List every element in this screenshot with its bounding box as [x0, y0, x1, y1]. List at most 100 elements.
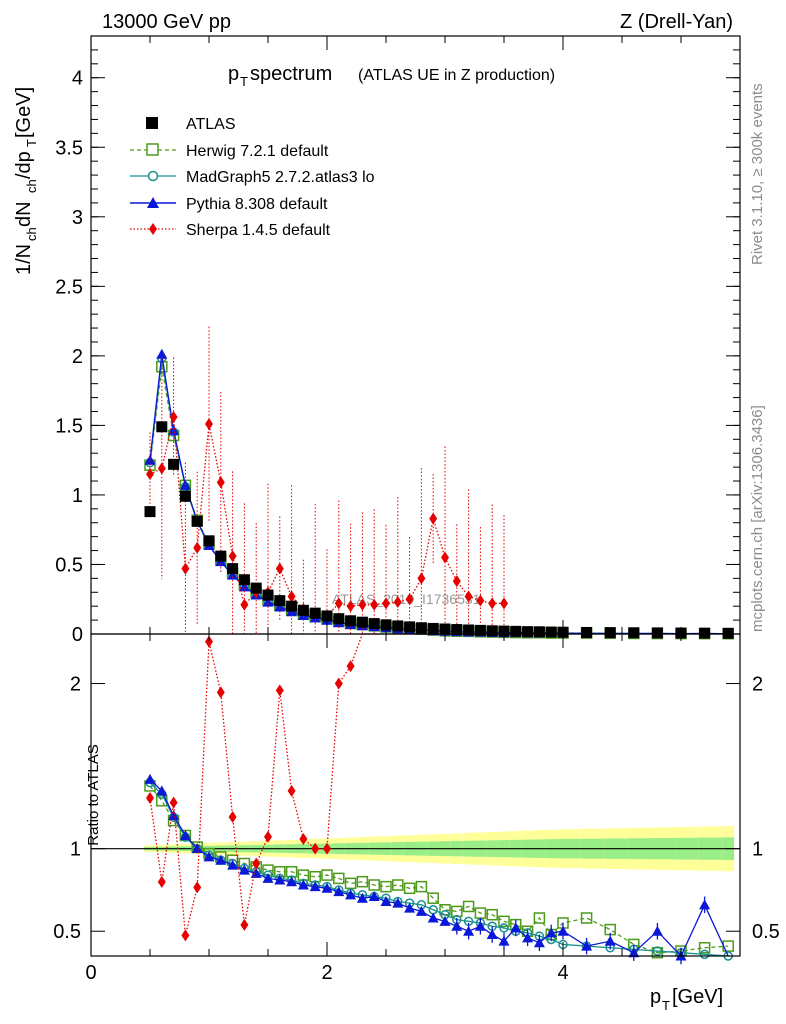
data-point — [274, 601, 286, 612]
legend-marker-herwig — [146, 143, 159, 156]
side-label-mcplots: mcplots.cern.ch [arXiv:1306.3436] — [749, 405, 766, 632]
ratio-y-tick-label: 2 — [70, 674, 81, 696]
ratio-point — [181, 929, 190, 942]
ratio-point — [699, 949, 710, 960]
atlas-point — [380, 619, 392, 631]
atlas-point — [510, 625, 522, 637]
ratio-point — [193, 881, 202, 894]
data-point — [441, 551, 449, 564]
ylabel-part: 1/N — [13, 244, 35, 275]
ratio-y-label: Ratio to ATLAS — [85, 744, 102, 845]
legend-marker-madgraph — [147, 170, 159, 182]
atlas-point — [345, 615, 357, 627]
legend-marker-sherpa — [149, 223, 157, 235]
ratio-point — [227, 859, 239, 870]
atlas-point — [404, 621, 416, 633]
atlas-point — [415, 622, 427, 634]
ratio-point — [356, 875, 369, 888]
legend-marker-pythia — [147, 197, 159, 208]
y-tick-label: 0.5 — [55, 554, 83, 576]
ratio-point — [179, 829, 191, 840]
ratio-point — [533, 912, 546, 924]
y-tick-label: 3 — [72, 207, 83, 229]
ratio-point — [344, 877, 357, 890]
ratio-point — [439, 915, 451, 926]
ratio-y-tick-label-right: 1 — [752, 839, 763, 861]
atlas-point — [699, 627, 711, 639]
ratio-point — [651, 925, 663, 936]
data-point — [417, 572, 426, 585]
ratio-point — [205, 635, 213, 648]
data-point — [382, 597, 390, 610]
legend-label-herwig: Herwig 7.2.1 default — [186, 143, 329, 160]
ratio-point — [498, 915, 510, 928]
atlas-point — [297, 604, 309, 616]
atlas-point — [451, 624, 463, 636]
ratio-point — [474, 920, 486, 931]
atlas-point — [604, 627, 616, 639]
data-point — [370, 598, 379, 611]
ratio-point — [403, 882, 416, 895]
ratio-point — [250, 867, 262, 878]
ratio-point — [168, 810, 180, 821]
atlas-point — [179, 490, 191, 502]
title-main: spectrum — [250, 63, 332, 85]
ratio-point — [557, 925, 569, 936]
ratio-point — [345, 889, 357, 900]
data-point — [156, 348, 168, 359]
legend-label-sherpa: Sherpa 1.4.5 default — [186, 222, 331, 239]
ratio-point — [240, 918, 249, 931]
ratio-point — [287, 784, 296, 797]
ratio-point — [427, 912, 439, 923]
ratio-point — [415, 905, 427, 916]
data-point — [238, 581, 250, 592]
ratio-point — [157, 875, 166, 888]
ratio-point — [252, 857, 261, 870]
ratio-point — [144, 773, 156, 784]
ratio-point — [486, 929, 498, 940]
ratio-point — [427, 892, 439, 904]
atlas-point — [215, 550, 227, 562]
atlas-point — [392, 620, 404, 632]
data-point — [452, 575, 461, 588]
ratio-point — [333, 872, 345, 885]
ratio-point — [203, 851, 215, 862]
ratio-point — [146, 792, 154, 805]
ratio-point — [380, 896, 392, 907]
y-tick-label: 0 — [72, 624, 83, 646]
ratio-point — [346, 660, 355, 673]
atlas-point — [227, 563, 239, 575]
side-label-rivet: Rivet 3.1.10, ≥ 300k events — [749, 83, 766, 265]
ratio-point — [216, 686, 225, 699]
data-point — [464, 590, 473, 603]
ratio-frame — [90, 633, 741, 957]
atlas-point — [191, 515, 203, 527]
ratio-point — [156, 785, 168, 796]
ratio-point — [286, 876, 298, 887]
ratio-point — [698, 941, 711, 954]
atlas-point — [356, 616, 368, 628]
ratio-point — [522, 932, 534, 943]
legend-marker-atlas — [146, 117, 158, 129]
atlas-point — [533, 626, 545, 638]
data-point — [228, 550, 237, 563]
ratio-point — [323, 842, 331, 855]
ratio-point — [169, 796, 178, 809]
x-axis-label: p T [GeV] — [650, 986, 723, 1013]
title-p: p — [228, 63, 239, 85]
data-point — [476, 594, 485, 607]
ratio-point — [580, 912, 593, 924]
ylabel-part: dN — [13, 201, 35, 227]
data-point — [488, 597, 497, 610]
x-tick-label: 4 — [557, 962, 568, 984]
data-point — [334, 597, 343, 610]
ratio-point — [311, 842, 320, 855]
y-tick-label: 2 — [72, 346, 83, 368]
ratio-point — [392, 879, 404, 891]
ratio-point — [215, 854, 227, 865]
header-right: Z (Drell-Yan) — [620, 11, 733, 33]
ratio-point — [228, 811, 237, 824]
data-point — [429, 512, 438, 525]
ratio-point — [463, 925, 475, 936]
